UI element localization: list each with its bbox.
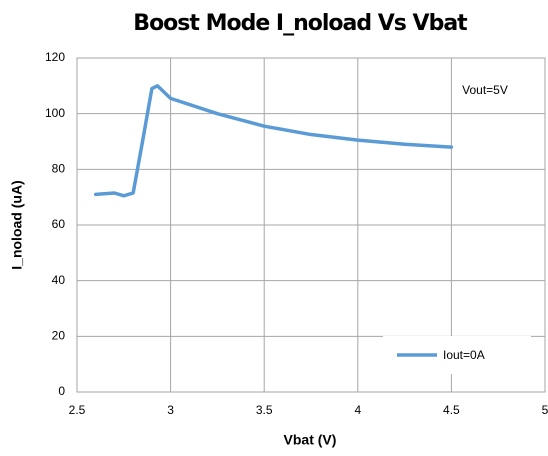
x-tick-label: 3	[167, 403, 174, 417]
x-tick-label: 4.5	[443, 403, 460, 417]
y-tick-label: 20	[52, 329, 66, 343]
y-axis-title: I_noload (uA)	[9, 180, 25, 269]
legend-label: Iout=0A	[443, 348, 485, 362]
plot-border	[76, 57, 546, 393]
x-tick-label: 3.5	[256, 403, 273, 417]
x-axis-title: Vbat (V)	[284, 432, 337, 448]
annotation: Vout=5V	[462, 83, 508, 97]
y-tick-label: 40	[52, 273, 66, 287]
y-tick-label: 60	[52, 217, 66, 231]
chart-title: Boost Mode I_noload Vs Vbat	[133, 11, 468, 36]
y-tick-label: 120	[45, 50, 65, 64]
x-tick-label: 2.5	[69, 403, 86, 417]
y-tick-label: 0	[58, 384, 65, 398]
x-tick-label: 4	[354, 403, 361, 417]
x-tick-label: 5	[542, 403, 548, 417]
y-tick-label: 100	[45, 106, 65, 120]
y-tick-label: 80	[52, 162, 66, 176]
data-line	[93, 84, 454, 198]
